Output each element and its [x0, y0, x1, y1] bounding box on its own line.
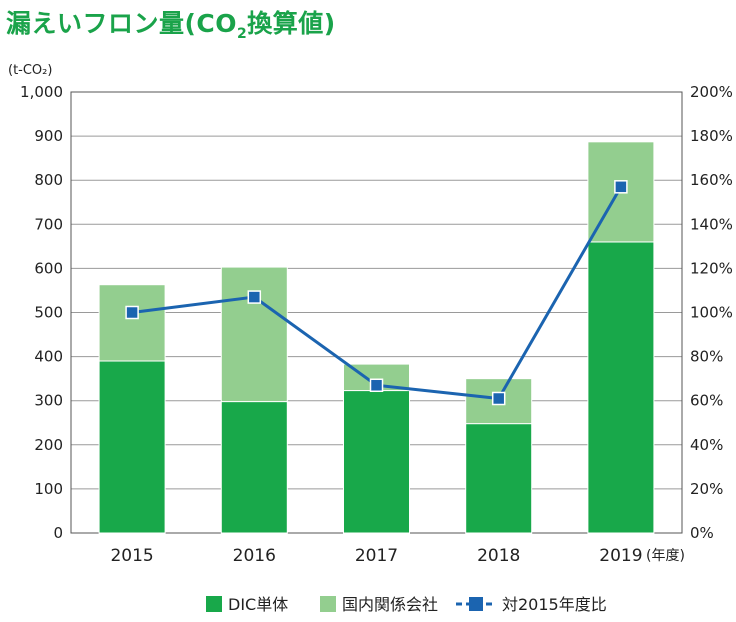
chart-title: 漏えいフロン量(CO2換算値): [6, 9, 336, 42]
legend-label-ratio: 対2015年度比: [502, 595, 607, 614]
y-right-tick-label: 120%: [690, 259, 733, 277]
y-left-tick-label: 900: [34, 127, 63, 145]
bar-domestic-affiliates: [98, 284, 166, 362]
bar-dic: [220, 401, 288, 534]
legend-swatch-domestic-affiliates: [320, 596, 336, 612]
y-right-tick-label: 40%: [690, 436, 723, 454]
legend-label-domestic-affiliates: 国内関係会社: [342, 595, 438, 614]
y-left-tick-label: 700: [34, 215, 63, 233]
y-right-tick-label: 200%: [690, 83, 733, 101]
bar-dic: [98, 360, 166, 534]
line-point: [614, 180, 628, 194]
x-tick-label: 2019: [599, 546, 642, 566]
x-tick-label: 2017: [355, 546, 398, 566]
x-tick-label: 2015: [110, 546, 153, 566]
y-right-tick-label: 180%: [690, 127, 733, 145]
x-tick-label: 2018: [477, 546, 520, 566]
y-right-tick-label: 140%: [690, 215, 733, 233]
line-point: [247, 290, 262, 304]
legend-swatch-dic: [206, 596, 222, 612]
y-left-tick-label: 400: [34, 348, 63, 366]
y-right-tick-label: 80%: [690, 348, 723, 366]
bar-dic: [343, 390, 410, 534]
bar-dic: [465, 423, 533, 534]
y-left-tick-label: 100: [34, 480, 63, 498]
bar-dic: [587, 241, 655, 534]
y-left-tick-label: 600: [34, 259, 63, 277]
line-point: [491, 391, 506, 406]
line-point: [369, 378, 384, 393]
y-left-tick-label: 200: [34, 436, 63, 454]
line-point: [125, 305, 139, 320]
y-left-tick-label: 0: [53, 524, 63, 542]
y-left-tick-label: 800: [34, 171, 63, 189]
y-left-tick-label: 300: [34, 392, 63, 410]
y-right-tick-label: 20%: [690, 480, 723, 498]
y-right-tick-label: 100%: [690, 304, 733, 322]
x-tick-label: 2016: [233, 546, 276, 566]
bar-domestic-affiliates: [220, 266, 288, 403]
legend-marker-ratio: [469, 597, 483, 611]
y-left-tick-label: 1,000: [20, 83, 63, 101]
x-axis-label: (年度): [646, 548, 685, 564]
y-right-tick-label: 160%: [690, 171, 733, 189]
legend-label-dic: DIC単体: [228, 595, 288, 614]
y-right-tick-label: 0%: [690, 524, 714, 542]
y-left-axis-label: (t-CO₂): [8, 63, 52, 78]
y-left-tick-label: 500: [34, 304, 63, 322]
y-right-tick-label: 60%: [690, 392, 723, 410]
